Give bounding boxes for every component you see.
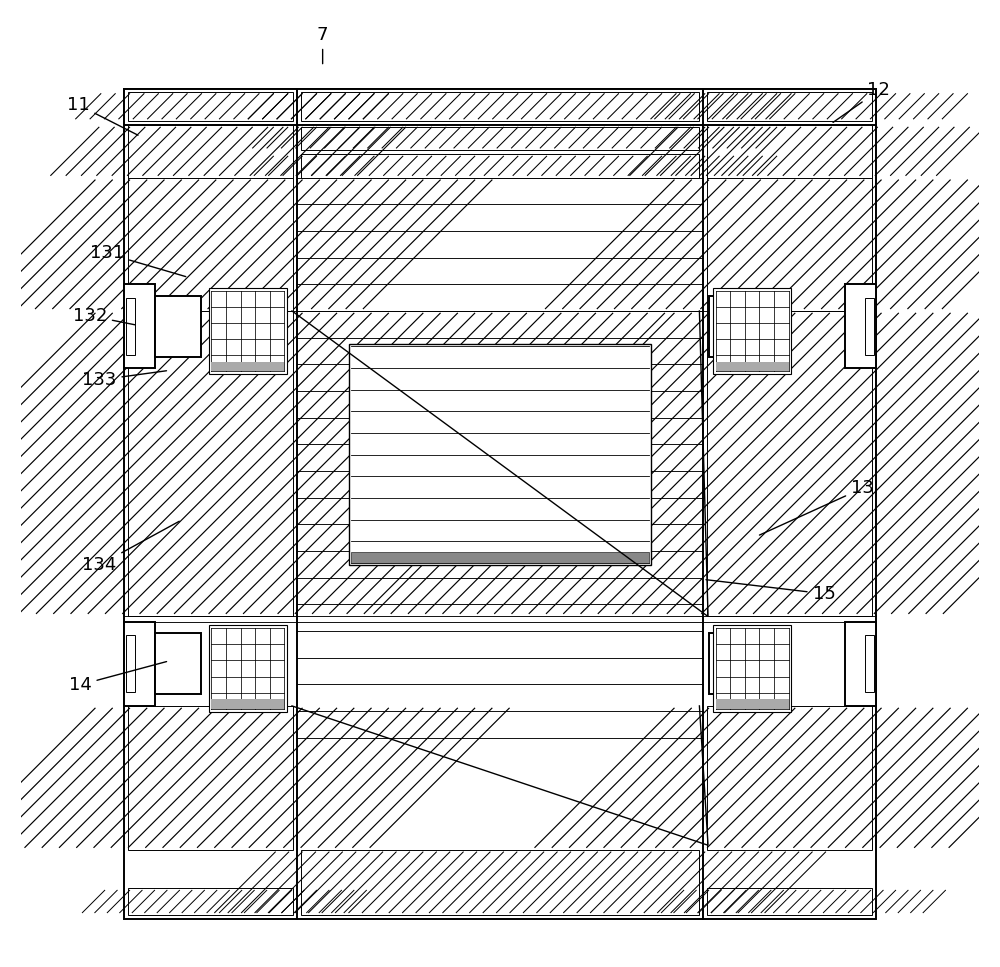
Text: 132: 132 xyxy=(73,307,135,325)
Bar xyxy=(707,311,872,616)
Bar xyxy=(130,890,291,913)
Text: 11: 11 xyxy=(67,96,138,135)
Bar xyxy=(303,156,697,176)
Bar xyxy=(126,635,135,692)
Bar xyxy=(709,127,870,176)
Bar xyxy=(716,629,789,709)
Bar xyxy=(209,626,287,712)
Bar xyxy=(303,852,697,913)
Bar xyxy=(124,89,876,125)
Bar xyxy=(709,890,870,913)
Bar xyxy=(128,178,293,311)
Bar xyxy=(211,629,284,709)
Bar xyxy=(130,708,291,848)
Bar xyxy=(303,94,697,119)
Bar xyxy=(130,313,291,614)
Bar xyxy=(351,551,649,563)
Bar xyxy=(716,362,789,371)
Text: 131: 131 xyxy=(90,245,186,277)
Bar xyxy=(124,622,155,706)
Bar xyxy=(211,291,284,371)
Bar xyxy=(713,288,791,374)
Text: 7: 7 xyxy=(317,26,328,64)
Bar xyxy=(709,313,870,614)
Bar xyxy=(716,291,789,371)
Bar xyxy=(707,706,872,850)
Bar xyxy=(128,311,293,616)
Text: 13: 13 xyxy=(759,480,874,535)
Bar xyxy=(155,296,201,357)
Bar xyxy=(709,633,755,694)
Bar xyxy=(211,291,284,371)
Bar xyxy=(128,888,293,915)
Text: 134: 134 xyxy=(82,521,179,574)
Bar xyxy=(211,699,284,709)
Bar xyxy=(155,633,201,694)
Bar xyxy=(303,127,697,148)
Bar xyxy=(209,288,287,374)
Bar xyxy=(709,708,870,848)
Text: 14: 14 xyxy=(69,661,167,693)
Bar xyxy=(709,180,870,309)
Bar xyxy=(124,284,155,368)
Bar xyxy=(301,93,699,121)
Bar xyxy=(709,296,755,357)
Bar xyxy=(707,178,872,311)
Bar xyxy=(845,622,876,706)
Text: 15: 15 xyxy=(706,579,835,602)
Bar xyxy=(713,626,791,712)
Bar xyxy=(130,94,291,119)
Bar xyxy=(716,699,789,709)
Bar xyxy=(211,362,284,371)
Bar xyxy=(128,93,293,121)
Bar xyxy=(707,93,872,121)
Bar xyxy=(716,629,789,709)
Bar xyxy=(707,125,872,178)
Bar xyxy=(351,346,649,563)
Bar xyxy=(130,127,291,176)
Bar xyxy=(128,125,293,178)
Bar xyxy=(865,635,874,692)
Bar xyxy=(301,850,699,915)
Bar xyxy=(865,298,874,355)
Bar xyxy=(211,629,284,709)
Bar xyxy=(845,284,876,368)
Bar xyxy=(709,94,870,119)
Text: 133: 133 xyxy=(82,370,167,389)
Bar xyxy=(130,180,291,309)
Bar xyxy=(301,154,699,178)
Bar xyxy=(707,888,872,915)
Bar xyxy=(126,298,135,355)
Bar xyxy=(301,127,699,150)
Text: 12: 12 xyxy=(833,81,890,123)
Bar xyxy=(349,344,651,565)
Bar xyxy=(128,706,293,850)
Bar xyxy=(716,291,789,371)
Bar xyxy=(124,89,876,919)
